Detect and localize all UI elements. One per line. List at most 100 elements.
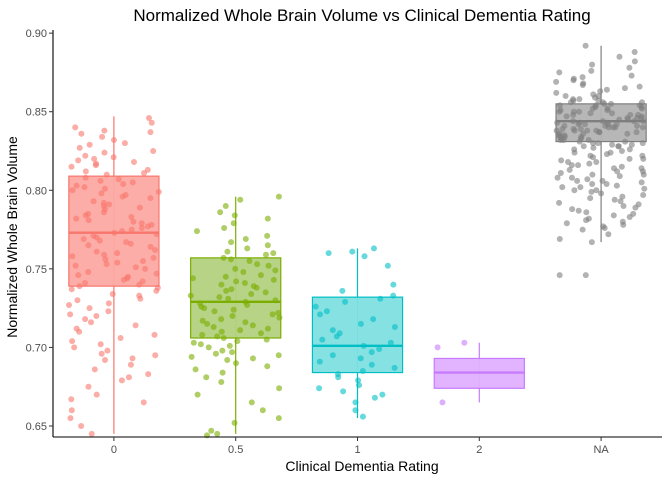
- data-point: [556, 69, 563, 76]
- data-point: [589, 171, 596, 178]
- data-point: [225, 295, 232, 302]
- data-point: [275, 193, 282, 200]
- data-point: [585, 137, 592, 143]
- y-tick-label: 0.85: [26, 107, 47, 119]
- data-point: [121, 140, 128, 147]
- data-point: [73, 182, 80, 189]
- data-point: [276, 385, 283, 392]
- data-point: [371, 394, 378, 401]
- data-point: [574, 177, 581, 184]
- data-point: [136, 281, 143, 288]
- data-point: [97, 177, 104, 184]
- data-point: [387, 339, 394, 346]
- data-point: [335, 374, 342, 381]
- data-point: [352, 407, 359, 414]
- data-point: [325, 250, 332, 257]
- data-point: [554, 119, 561, 126]
- data-point: [120, 181, 127, 187]
- data-point: [153, 270, 160, 277]
- data-point: [71, 344, 78, 351]
- data-point: [588, 67, 595, 74]
- data-point: [85, 383, 92, 390]
- data-point: [357, 355, 364, 362]
- data-point: [189, 275, 196, 282]
- data-point: [102, 256, 109, 263]
- data-point: [130, 218, 137, 225]
- data-point: [640, 171, 647, 178]
- data-point: [597, 88, 604, 95]
- data-point: [632, 204, 639, 211]
- data-point: [67, 415, 74, 422]
- data-point: [571, 187, 578, 194]
- data-point: [218, 379, 225, 385]
- data-point: [554, 174, 561, 181]
- data-point: [82, 316, 89, 323]
- data-point: [132, 264, 139, 271]
- data-point: [76, 328, 83, 335]
- data-point: [216, 294, 223, 301]
- data-point: [129, 355, 136, 362]
- data-point: [370, 245, 377, 252]
- data-point: [613, 182, 620, 189]
- data-point: [611, 196, 618, 203]
- data-point: [461, 339, 468, 346]
- data-point: [136, 204, 143, 211]
- data-point: [609, 141, 616, 148]
- data-point: [276, 314, 283, 321]
- data-point: [376, 346, 383, 352]
- data-point: [316, 385, 323, 392]
- data-point: [208, 427, 215, 434]
- data-point: [187, 292, 194, 299]
- data-point: [269, 311, 276, 318]
- data-point: [242, 319, 249, 326]
- data-point: [226, 342, 233, 349]
- data-point: [142, 265, 149, 272]
- data-point: [566, 166, 573, 173]
- x-tick-label: NA: [593, 444, 609, 456]
- data-point: [368, 349, 375, 356]
- data-point: [147, 129, 154, 136]
- data-point: [223, 287, 230, 294]
- data-point: [231, 419, 238, 426]
- data-point: [556, 272, 563, 279]
- data-point: [593, 159, 600, 165]
- data-point: [316, 358, 323, 365]
- data-point: [557, 170, 564, 176]
- data-point: [123, 239, 130, 246]
- data-point: [553, 89, 560, 96]
- data-point: [259, 407, 266, 414]
- data-point: [579, 82, 586, 88]
- data-point: [88, 430, 95, 437]
- data-point: [618, 163, 625, 170]
- data-point: [616, 173, 623, 180]
- data-point: [91, 366, 98, 373]
- data-point: [636, 102, 643, 109]
- data-point: [615, 143, 622, 150]
- data-point: [254, 261, 261, 268]
- data-point: [589, 181, 596, 187]
- data-point: [214, 430, 221, 437]
- data-point: [634, 115, 641, 121]
- x-tick-label: 1: [354, 444, 360, 456]
- box-group-0-5: [187, 193, 283, 439]
- box-group-0: [66, 115, 162, 437]
- data-point: [598, 190, 605, 197]
- data-point: [569, 206, 576, 213]
- data-point: [262, 289, 269, 296]
- data-point: [91, 155, 98, 162]
- data-point: [556, 236, 563, 242]
- data-point: [595, 140, 602, 147]
- data-point: [228, 239, 235, 246]
- data-point: [562, 93, 569, 99]
- data-point: [265, 262, 272, 269]
- data-point: [101, 185, 108, 192]
- data-point: [622, 138, 629, 145]
- data-point: [319, 336, 326, 343]
- data-point: [633, 129, 640, 136]
- data-point: [78, 423, 85, 429]
- data-point: [617, 198, 624, 205]
- data-point: [596, 129, 603, 136]
- data-point: [232, 265, 239, 272]
- box-group-NA: [553, 42, 648, 279]
